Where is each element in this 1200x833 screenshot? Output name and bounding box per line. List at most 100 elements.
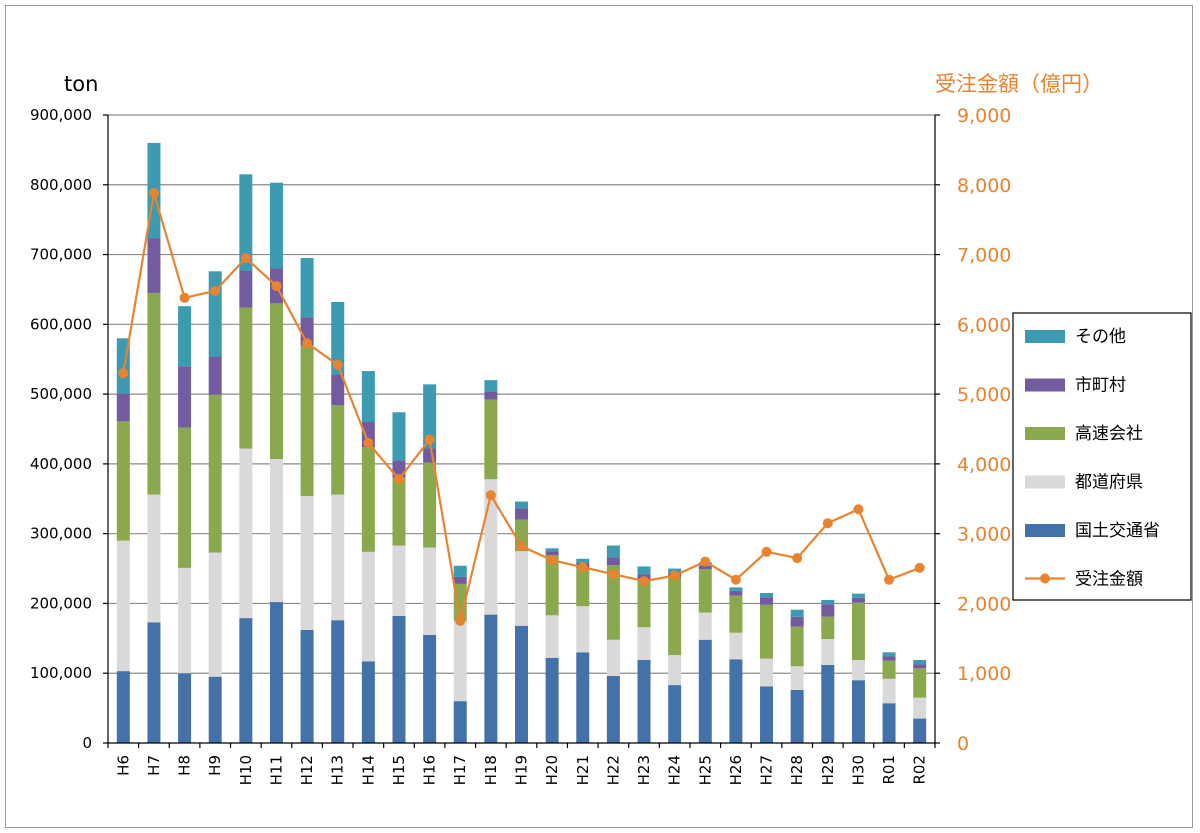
bar-H30-s0 xyxy=(851,680,865,743)
bar-H13-s4 xyxy=(331,302,345,375)
x-tick-label: H12 xyxy=(298,755,316,785)
bar-H8-s1 xyxy=(178,567,192,674)
bar-H17-s1 xyxy=(453,620,467,702)
bar-H17-s0 xyxy=(453,701,467,743)
bar-H7-s0 xyxy=(147,622,161,743)
bar-H13-s2 xyxy=(331,405,345,495)
x-tick-label: H17 xyxy=(451,755,469,785)
bar-H9-s2 xyxy=(208,394,222,553)
bar-H20-s3 xyxy=(545,551,559,556)
legend-swatch xyxy=(1025,427,1065,440)
bar-H12-s4 xyxy=(300,258,314,318)
x-tick-label: H8 xyxy=(176,755,194,776)
line-point-H8 xyxy=(179,292,190,303)
legend-swatch xyxy=(1025,475,1065,489)
bar-H16-s4 xyxy=(423,384,437,449)
bar-H10-s3 xyxy=(239,270,253,308)
bar-H8-s0 xyxy=(178,673,192,743)
line-point-H13 xyxy=(332,359,343,370)
line-point-H20 xyxy=(547,555,558,566)
bar-H23-s0 xyxy=(637,659,651,743)
x-tick-label: H24 xyxy=(666,755,684,785)
y-right-tick-label: 3,000 xyxy=(957,524,1011,546)
line-point-H7 xyxy=(148,188,159,199)
bar-H19-s3 xyxy=(515,508,528,520)
bar-R01-s2 xyxy=(882,660,896,679)
bar-H26-s3 xyxy=(729,590,743,596)
bar-H26-s0 xyxy=(729,659,743,743)
x-tick-label: R01 xyxy=(880,755,898,785)
bar-H10-s2 xyxy=(239,307,253,449)
line-point-H10 xyxy=(240,253,251,264)
bar-H8-s4 xyxy=(178,306,192,367)
bar-H24-s1 xyxy=(668,655,682,686)
x-tick-label: H23 xyxy=(635,755,653,785)
bar-H25-s0 xyxy=(698,639,712,743)
line-point-H16 xyxy=(424,434,435,445)
bar-H29-s3 xyxy=(821,604,835,617)
bar-H28-s1 xyxy=(790,666,804,690)
bar-H17-s4 xyxy=(453,565,467,577)
bar-H28-s4 xyxy=(790,609,804,617)
bar-H9-s4 xyxy=(208,271,222,357)
bar-H30-s1 xyxy=(851,659,865,681)
line-point-H23 xyxy=(639,576,650,587)
bar-H25-s3 xyxy=(698,565,712,570)
bar-H16-s1 xyxy=(423,547,437,635)
bars xyxy=(116,142,927,743)
bar-H15-s4 xyxy=(392,412,406,461)
y-left-unit-label: ton xyxy=(64,72,98,96)
y-right-tick-label: 8,000 xyxy=(957,175,1011,197)
bar-H20-s1 xyxy=(545,615,559,658)
y-left-tick-label: 200,000 xyxy=(30,594,92,612)
bar-H18-s2 xyxy=(484,399,498,480)
bar-H12-s1 xyxy=(300,495,314,630)
bar-H20-s2 xyxy=(545,555,559,616)
y-right-tick-labels: 0 1,000 2,000 3,000 4,000 5,000 6,000 7,000 8,00… xyxy=(957,105,1011,755)
y-right-tick-label: 1,000 xyxy=(957,663,1011,685)
line-point-H30 xyxy=(853,504,864,515)
line-point-H18 xyxy=(485,490,496,501)
bar-H26-s4 xyxy=(729,587,743,591)
legend-label: 市町村 xyxy=(1075,376,1126,396)
bar-R01-s3 xyxy=(882,656,896,661)
bar-H13-s3 xyxy=(331,374,345,406)
y-right-unit-label: 受注金額（億円） xyxy=(935,72,1103,96)
bar-H18-s4 xyxy=(484,380,498,392)
bar-H30-s2 xyxy=(851,602,865,660)
bar-H27-s0 xyxy=(760,686,774,743)
y-left-tick-label: 300,000 xyxy=(30,525,92,543)
legend-label: 都道府県 xyxy=(1075,473,1143,493)
x-tick-label: H15 xyxy=(390,755,408,785)
bar-H25-s2 xyxy=(698,569,712,613)
legend-label: 高速会社 xyxy=(1075,424,1143,444)
legend-label: 受注金額 xyxy=(1075,570,1143,590)
x-tick-label: H10 xyxy=(237,755,255,785)
bar-R02-s1 xyxy=(913,697,927,719)
x-tick-labels: H6 H7 H8 H9 H10 H11 H12 H13 H14 H15 H16 H17 H18 H19 H2… xyxy=(114,755,928,785)
bar-H15-s0 xyxy=(392,616,406,743)
bar-H29-s1 xyxy=(821,639,835,665)
axes xyxy=(103,114,940,748)
bar-H8-s3 xyxy=(178,366,192,428)
y-left-tick-label: 100,000 xyxy=(30,664,92,682)
bar-H16-s0 xyxy=(423,634,437,743)
y-left-tick-label: 900,000 xyxy=(30,106,92,124)
y-left-tick-label: 0 xyxy=(82,734,92,752)
x-tick-label: H30 xyxy=(849,755,867,785)
y-left-tick-labels: 0 100,000 200,000 300,000 400,000 500,000 600,… xyxy=(30,106,92,752)
bar-R02-s0 xyxy=(913,718,927,743)
bar-H14-s2 xyxy=(361,447,375,552)
bar-H10-s1 xyxy=(239,448,253,619)
bar-H6-s1 xyxy=(116,540,130,672)
bar-H29-s2 xyxy=(821,616,835,640)
line-series xyxy=(118,188,925,626)
bar-H29-s4 xyxy=(821,599,835,605)
bar-H21-s1 xyxy=(576,606,590,653)
bar-H15-s1 xyxy=(392,545,406,617)
bar-H9-s0 xyxy=(208,676,222,743)
bar-H15-s2 xyxy=(392,477,406,546)
x-tick-label: H29 xyxy=(819,755,837,785)
x-tick-label: H28 xyxy=(788,755,806,785)
